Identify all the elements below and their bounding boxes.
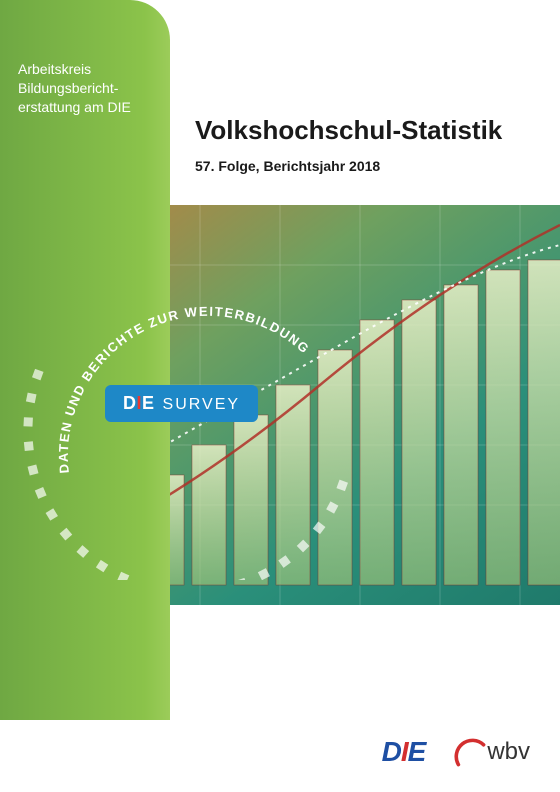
footer-logos: DIE wbv bbox=[382, 734, 530, 770]
sidebar-line1: Arbeitskreis bbox=[18, 60, 131, 79]
wbv-logo: wbv bbox=[453, 734, 530, 770]
sidebar-line2: Bildungsbericht- bbox=[18, 79, 131, 98]
sidebar-org-text: Arbeitskreis Bildungsbericht- erstattung… bbox=[18, 60, 131, 117]
badge-brand: DIE bbox=[123, 393, 155, 414]
sidebar-line3: erstattung am DIE bbox=[18, 98, 131, 117]
die-survey-badge: DIE SURVEY bbox=[105, 385, 258, 422]
sidebar-panel: Arbeitskreis Bildungsbericht- erstattung… bbox=[0, 0, 170, 720]
wbv-arc-icon bbox=[453, 734, 489, 770]
title-block: Volkshochschul-Statistik 57. Folge, Beri… bbox=[195, 115, 502, 174]
die-logo: DIE bbox=[382, 736, 426, 768]
subtitle: 57. Folge, Berichtsjahr 2018 bbox=[195, 158, 502, 174]
wbv-text: wbv bbox=[487, 738, 530, 766]
main-title: Volkshochschul-Statistik bbox=[195, 115, 502, 146]
badge-label: SURVEY bbox=[163, 396, 241, 414]
